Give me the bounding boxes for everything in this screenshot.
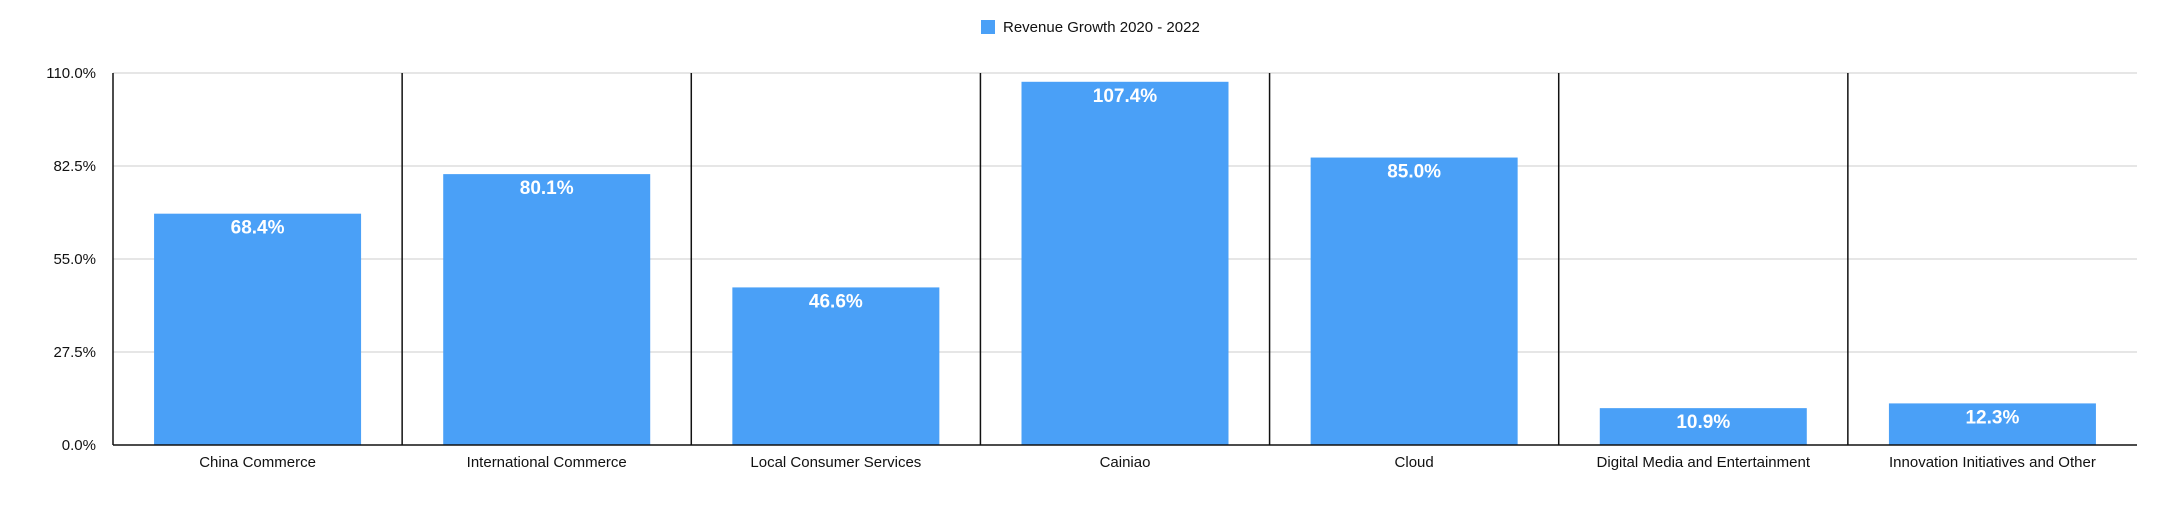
bar [1021, 81, 1229, 445]
data-label: 12.3% [1965, 407, 2019, 428]
x-tick-label: Cainiao [1100, 454, 1151, 471]
x-tick-label: Local Consumer Services [750, 454, 921, 471]
x-tick-label: Innovation Initiatives and Other [1889, 454, 2096, 471]
bars [154, 81, 2096, 445]
legend-label: Revenue Growth 2020 - 2022 [1003, 19, 1200, 36]
data-label: 85.0% [1387, 162, 1441, 183]
y-tick-label: 110.0% [46, 65, 96, 82]
legend: Revenue Growth 2020 - 2022 [981, 19, 1200, 36]
bar [1888, 403, 2096, 445]
x-tick-label: Cloud [1395, 454, 1434, 471]
y-tick-label: 55.0% [53, 251, 96, 268]
axes [112, 73, 2137, 446]
x-tick-label: International Commerce [467, 454, 627, 471]
y-tick-label: 0.0% [62, 437, 96, 454]
bar [154, 213, 362, 445]
x-tick-label: Digital Media and Entertainment [1597, 454, 1811, 471]
data-label: 10.9% [1676, 412, 1730, 433]
legend-swatch [981, 20, 995, 34]
bar [732, 287, 940, 445]
category-separators [401, 73, 1849, 445]
labels: 0.0% 27.5% 55.0% 82.5% 110.0% 68.4% China Comm… [46, 65, 2096, 471]
y-tick-label: 27.5% [53, 344, 96, 361]
bar [1310, 157, 1518, 445]
y-tick-label: 82.5% [53, 158, 96, 175]
data-label: 68.4% [231, 218, 285, 239]
x-tick-label: China Commerce [199, 454, 316, 471]
data-label: 46.6% [809, 291, 863, 312]
data-label: 80.1% [520, 178, 574, 199]
bar [443, 174, 651, 445]
bar [1599, 408, 1807, 445]
data-label: 107.4% [1093, 86, 1158, 107]
